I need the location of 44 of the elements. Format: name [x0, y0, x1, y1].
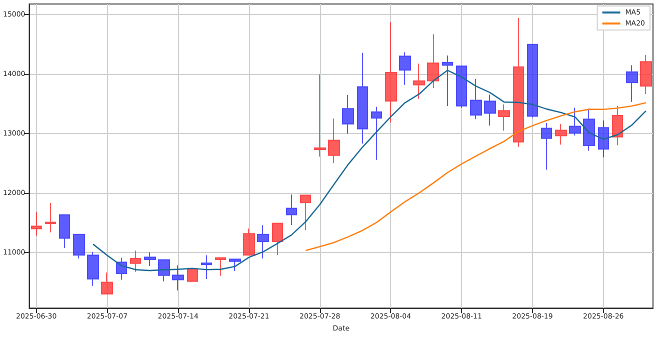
candlestick	[357, 52, 368, 144]
line-series	[92, 70, 647, 272]
candlestick	[314, 74, 326, 158]
candlestick	[31, 212, 42, 236]
candlestick	[87, 251, 99, 286]
candlestick	[527, 44, 538, 118]
candlestick	[598, 120, 609, 158]
candlestick	[541, 122, 552, 170]
candlestick	[555, 124, 567, 146]
candlestick	[399, 52, 411, 86]
candlestick	[172, 264, 184, 291]
candlestick	[73, 234, 85, 259]
candlestick	[456, 65, 467, 108]
candlestick	[498, 104, 510, 132]
candlestick	[101, 272, 113, 295]
candlestick	[640, 54, 652, 94]
candlestick	[427, 34, 439, 89]
candlestick	[243, 228, 255, 256]
candlestick	[201, 254, 212, 280]
candlestick	[413, 63, 425, 100]
candlestick	[229, 258, 241, 272]
candlestick	[187, 268, 198, 282]
candlestick	[328, 118, 340, 164]
candlestick	[144, 252, 156, 266]
candlestick	[626, 64, 638, 102]
candlestick	[300, 194, 311, 231]
candlestick	[569, 107, 581, 136]
candlestick	[130, 250, 141, 272]
candlestick	[513, 17, 524, 148]
candlestick	[612, 106, 623, 146]
candlestick	[215, 257, 226, 276]
candlestick	[484, 94, 496, 126]
candlestick	[371, 106, 382, 160]
candlestick	[158, 259, 170, 282]
candlestick	[470, 78, 482, 120]
candlestick	[342, 94, 354, 134]
line-series	[305, 102, 647, 252]
candlestick	[442, 54, 453, 107]
candlestick	[272, 222, 283, 256]
candlestick	[45, 202, 56, 233]
candlestick	[286, 194, 297, 226]
candlestick	[583, 108, 595, 152]
candlestick	[257, 224, 269, 259]
candlestick	[59, 214, 70, 249]
